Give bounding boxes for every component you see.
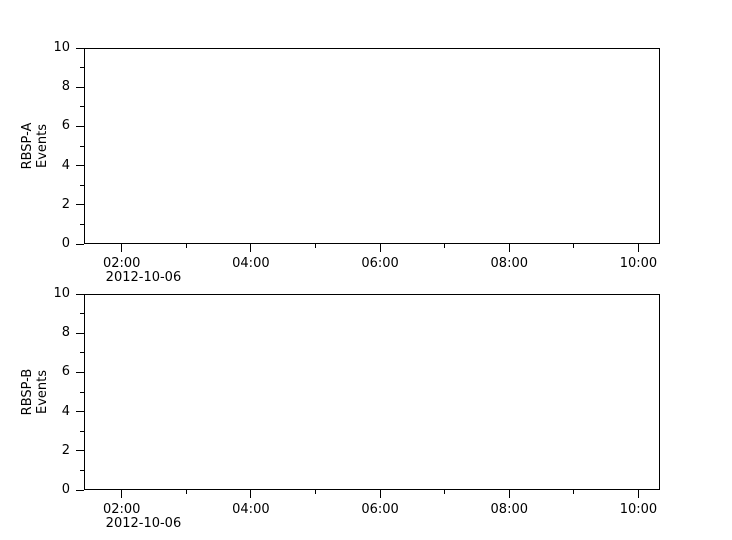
x-minor-tick: [444, 244, 446, 248]
y-major-tick: [76, 411, 84, 413]
y-major-tick: [76, 371, 84, 373]
y-major-tick: [76, 293, 84, 295]
x-minor-tick: [573, 244, 575, 248]
date-label: 2012-10-06: [105, 270, 182, 285]
x-major-tick: [379, 490, 381, 498]
y-tick-label: 10: [53, 40, 70, 55]
x-tick-label: 06:00: [361, 256, 399, 271]
y-axis-title-line: Events: [35, 123, 50, 169]
x-tick-label: 02:00: [102, 502, 141, 517]
panel-rbsp-b-events: 0 2 4 6 8 10 02:00 04:00 06:00 08:00 10:00 2012-10-…: [20, 286, 660, 531]
y-major-tick: [76, 489, 84, 491]
y-minor-tick: [80, 184, 84, 186]
y-tick-label: 10: [53, 286, 70, 301]
x-tick-label: 04:00: [232, 256, 270, 271]
x-minor-tick: [185, 490, 187, 494]
y-tick-label: 2: [61, 196, 70, 212]
x-minor-tick: [573, 490, 575, 494]
x-major-tick: [508, 244, 510, 252]
y-major-tick: [76, 165, 84, 167]
x-tick-label: 10:00: [619, 502, 658, 517]
y-axis-title-line: RBSP-A: [20, 122, 35, 170]
x-major-tick: [250, 490, 252, 498]
y-major-tick: [76, 450, 84, 452]
y-tick-label: 0: [61, 236, 70, 251]
x-major-tick: [250, 244, 252, 252]
y-tick-label: 4: [61, 403, 70, 419]
y-major-tick: [76, 125, 84, 127]
y-minor-tick: [80, 67, 84, 69]
panel-rbsp-a-events: 0 2 4 6 8 10 02:00 04:00 06:00 08:00 10:00 2012-10-…: [20, 40, 660, 285]
x-major-tick: [508, 490, 510, 498]
plot-frame: [84, 48, 660, 244]
x-major-tick: [379, 244, 381, 252]
y-major-tick: [76, 243, 84, 245]
y-major-tick: [76, 86, 84, 88]
x-tick-label: 04:00: [232, 502, 270, 517]
y-major-tick: [76, 204, 84, 206]
y-tick-label: 8: [61, 325, 70, 341]
y-minor-tick: [80, 313, 84, 315]
plot-frame: [84, 294, 660, 490]
x-minor-tick: [314, 244, 316, 248]
y-tick-label: 6: [61, 364, 70, 380]
y-axis-title-line: Events: [35, 370, 50, 415]
y-major-tick: [76, 332, 84, 334]
y-tick-label: 8: [61, 79, 70, 95]
y-axis-title-line: RBSP-B: [20, 368, 35, 416]
y-major-tick: [76, 47, 84, 49]
x-tick-label: 08:00: [490, 502, 528, 517]
y-tick-label: 4: [61, 157, 70, 173]
x-minor-tick: [444, 490, 446, 494]
y-tick-label: 6: [61, 118, 70, 134]
y-minor-tick: [80, 391, 84, 393]
x-tick-label: 10:00: [619, 256, 658, 271]
x-major-tick: [637, 244, 639, 252]
y-minor-tick: [80, 223, 84, 225]
y-minor-tick: [80, 106, 84, 108]
y-minor-tick: [80, 145, 84, 147]
x-minor-tick: [314, 490, 316, 494]
x-tick-label: 02:00: [102, 256, 141, 271]
y-axis-title: RBSP-B Events: [20, 369, 50, 416]
x-major-tick: [637, 490, 639, 498]
x-major-tick: [121, 490, 123, 498]
y-axis-title: RBSP-A Events: [20, 123, 50, 170]
y-minor-tick: [80, 430, 84, 432]
x-major-tick: [121, 244, 123, 252]
y-tick-label: 0: [61, 482, 70, 497]
x-minor-tick: [185, 244, 187, 248]
y-minor-tick: [80, 352, 84, 354]
date-label: 2012-10-06: [105, 516, 182, 531]
y-minor-tick: [80, 469, 84, 471]
x-tick-label: 08:00: [490, 256, 528, 271]
y-tick-label: 2: [61, 442, 70, 458]
x-tick-label: 06:00: [361, 502, 399, 517]
